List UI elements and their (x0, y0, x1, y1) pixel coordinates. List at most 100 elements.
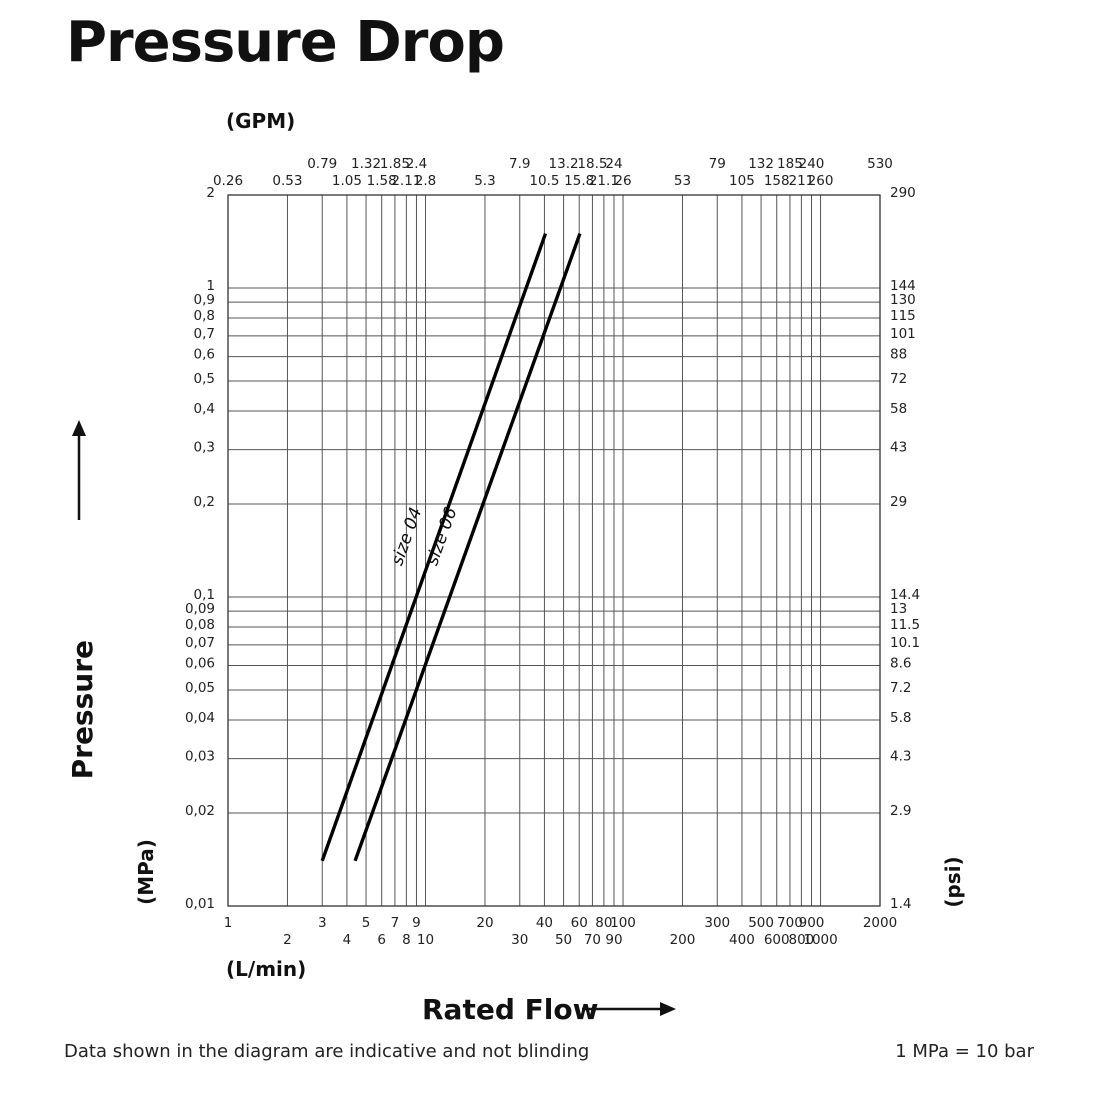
x-tick-label-gpm: 260 (808, 173, 834, 189)
x-axis-arrow (582, 1002, 676, 1016)
x-tick-label-lmin: 20 (476, 915, 493, 931)
x-tick-label-gpm: 15.8 (564, 173, 594, 189)
y-tick-label-mpa: 0,08 (185, 617, 215, 633)
y-tick-label-mpa: 1 (206, 278, 215, 294)
y-tick-label-mpa: 0,02 (185, 803, 215, 819)
x-tick-label-lmin: 50 (555, 932, 572, 948)
x-tick-label-lmin: 2 (283, 932, 292, 948)
y-tick-label-psi: 11.5 (890, 617, 920, 633)
x-tick-label-lmin: 100 (610, 915, 636, 931)
x-axis-title: Rated Flow (422, 993, 598, 1026)
x-tick-label-lmin: 8 (402, 932, 411, 948)
x-tick-label-gpm: 10.5 (529, 173, 559, 189)
y-unit-left-label: (MPa) (134, 839, 158, 905)
x-tick-label-lmin: 7 (391, 915, 400, 931)
x-tick-label-gpm: 1.05 (332, 173, 362, 189)
y-tick-label-psi: 72 (890, 371, 907, 387)
x-tick-label-lmin: 900 (799, 915, 825, 931)
plot-frame (227, 194, 881, 907)
series-label-size-06: size 06 (422, 505, 461, 568)
x-tick-label-gpm: 0.53 (272, 173, 302, 189)
page-title: Pressure Drop (66, 10, 505, 75)
y-tick-label-mpa: 0,4 (194, 401, 215, 417)
x-tick-label-gpm: 240 (799, 156, 825, 172)
y-tick-label-psi: 290 (890, 185, 916, 201)
y-tick-label-mpa: 0,8 (194, 308, 215, 324)
x-tick-label-gpm: 0.26 (213, 173, 243, 189)
x-tick-label-lmin: 6 (377, 932, 386, 948)
disclaimer-note: Data shown in the diagram are indicative… (64, 1041, 590, 1062)
x-tick-label-lmin: 500 (748, 915, 774, 931)
x-tick-label-lmin: 40 (536, 915, 553, 931)
y-tick-label-psi: 4.3 (890, 749, 911, 765)
x-tick-label-lmin: 700 (777, 915, 803, 931)
x-tick-label-gpm: 2.8 (415, 173, 436, 189)
y-tick-label-mpa: 0,2 (194, 494, 215, 510)
y-tick-label-mpa: 2 (206, 185, 215, 201)
x-tick-label-gpm: 13.2 (549, 156, 579, 172)
x-tick-label-gpm: 2.11 (391, 173, 421, 189)
x-tick-label-lmin: 400 (729, 932, 755, 948)
x-tick-label-lmin: 30 (511, 932, 528, 948)
y-tick-label-mpa: 0,01 (185, 896, 215, 912)
x-tick-label-lmin: 4 (343, 932, 352, 948)
y-tick-label-psi: 88 (890, 347, 907, 363)
x-tick-label-lmin: 1000 (803, 932, 837, 948)
x-tick-label-lmin: 5 (362, 915, 371, 931)
y-axis-arrow (72, 420, 86, 520)
x-tick-label-gpm: 2.4 (406, 156, 427, 172)
x-tick-label-gpm: 211 (789, 173, 815, 189)
x-tick-label-gpm: 18.5 (577, 156, 607, 172)
y-tick-label-psi: 8.6 (890, 656, 911, 672)
x-tick-label-gpm: 79 (709, 156, 726, 172)
y-tick-label-psi: 115 (890, 308, 916, 324)
x-tick-label-lmin: 800 (789, 932, 815, 948)
x-tick-label-gpm: 21.1 (589, 173, 619, 189)
x-tick-label-gpm: 1.85 (380, 156, 410, 172)
y-tick-label-psi: 14.4 (890, 587, 920, 603)
unit-conversion-note: 1 MPa = 10 bar (895, 1041, 1034, 1062)
y-tick-label-mpa: 0,5 (194, 371, 215, 387)
y-tick-label-mpa: 0,03 (185, 749, 215, 765)
x-tick-label-gpm: 1.32 (351, 156, 381, 172)
y-tick-label-psi: 5.8 (890, 710, 911, 726)
x-tick-label-gpm: 530 (867, 156, 893, 172)
x-tick-label-lmin: 200 (670, 932, 696, 948)
x-unit-top-label: (GPM) (226, 109, 295, 133)
y-tick-label-mpa: 0,9 (194, 292, 215, 308)
y-tick-label-psi: 13 (890, 601, 907, 617)
x-tick-label-gpm: 5.3 (474, 173, 495, 189)
x-tick-label-lmin: 300 (704, 915, 730, 931)
tick-labels: 1234567891020304050607080901002003004005… (185, 156, 920, 948)
x-tick-label-gpm: 53 (674, 173, 691, 189)
x-tick-label-lmin: 600 (764, 932, 790, 948)
x-tick-label-gpm: 0.79 (307, 156, 337, 172)
y-tick-label-mpa: 0,06 (185, 656, 215, 672)
x-tick-label-lmin: 3 (318, 915, 327, 931)
y-tick-label-mpa: 0,09 (185, 601, 215, 617)
y-axis-title: Pressure (66, 640, 99, 779)
y-tick-label-psi: 130 (890, 292, 916, 308)
x-tick-label-gpm: 185 (777, 156, 803, 172)
x-tick-label-lmin: 2000 (863, 915, 897, 931)
y-tick-label-mpa: 0,3 (194, 440, 215, 456)
y-tick-label-psi: 2.9 (890, 803, 911, 819)
x-tick-label-gpm: 26 (614, 173, 631, 189)
y-unit-right-label: (psi) (941, 856, 965, 907)
y-tick-label-psi: 101 (890, 326, 916, 342)
y-tick-label-psi: 7.2 (890, 680, 911, 696)
x-tick-label-lmin: 9 (412, 915, 421, 931)
y-tick-label-mpa: 0,1 (194, 587, 215, 603)
y-tick-label-mpa: 0,05 (185, 680, 215, 696)
x-tick-label-gpm: 132 (748, 156, 774, 172)
series-line-size-06 (353, 233, 582, 862)
x-tick-label-lmin: 60 (571, 915, 588, 931)
y-tick-label-mpa: 0,7 (194, 326, 215, 342)
x-tick-label-gpm: 158 (764, 173, 790, 189)
x-unit-bottom-label: (L/min) (226, 957, 306, 981)
series-label-size-04: size 04 (387, 505, 426, 568)
x-tick-label-gpm: 7.9 (509, 156, 530, 172)
x-tick-label-lmin: 90 (605, 932, 622, 948)
